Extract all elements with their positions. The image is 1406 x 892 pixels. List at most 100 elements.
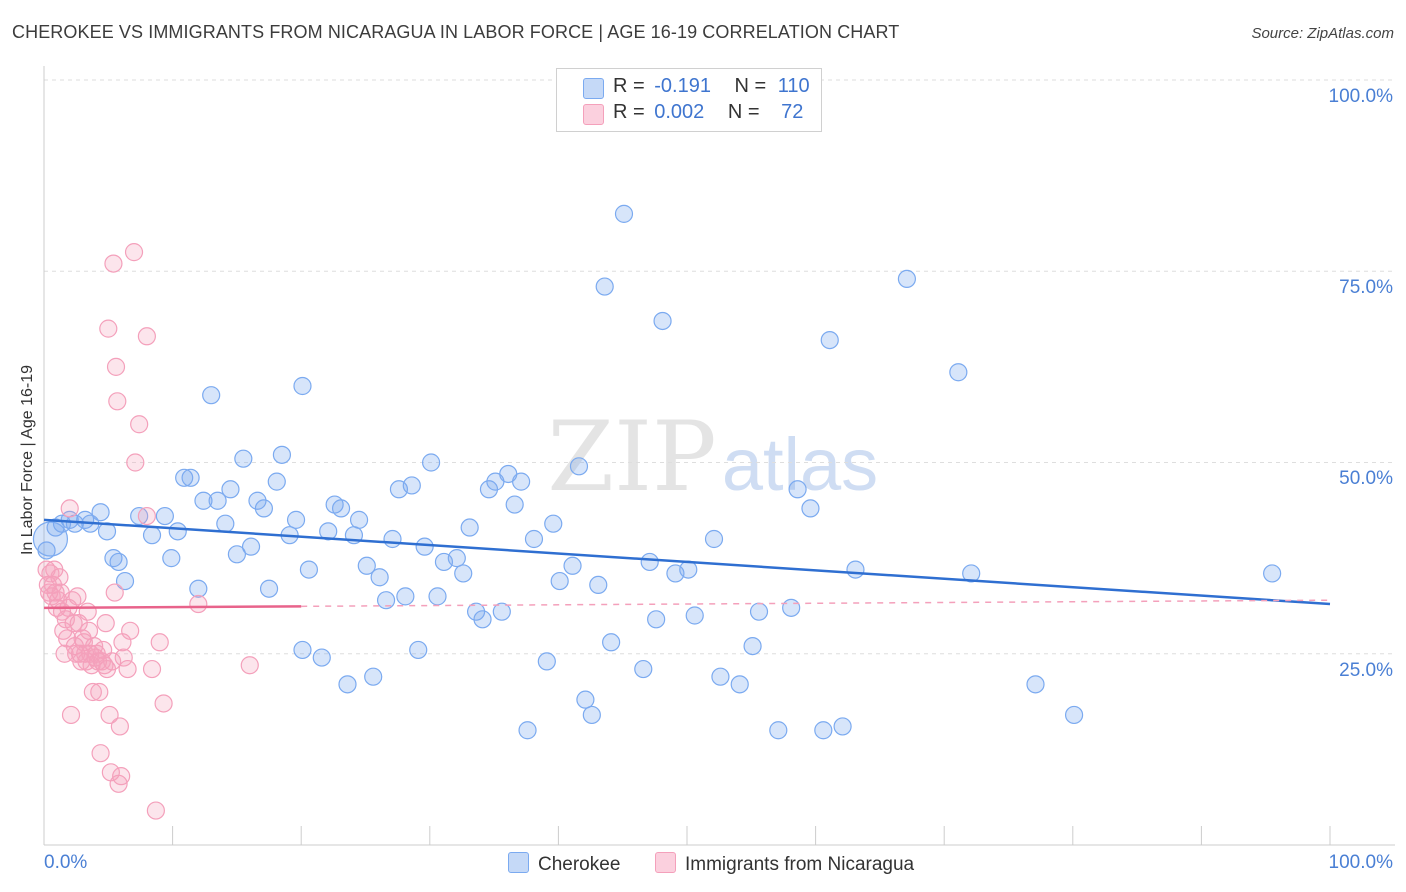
data-point-cherokee bbox=[1263, 564, 1282, 583]
data-point-cherokee bbox=[415, 537, 434, 556]
data-point-cherokee bbox=[286, 510, 306, 529]
data-point-nicaragua bbox=[91, 744, 110, 763]
chart-title: CHEROKEE VS IMMIGRANTS FROM NICARAGUA IN… bbox=[12, 22, 900, 42]
data-point-cherokee bbox=[749, 602, 769, 621]
data-point-cherokee bbox=[175, 468, 194, 487]
correlation-legend: R = -0.191 N = 110 R = 0.002 N = 72 bbox=[556, 68, 822, 132]
data-point-nicaragua bbox=[64, 614, 83, 633]
data-point-cherokee bbox=[1026, 675, 1045, 694]
data-point-nicaragua bbox=[154, 694, 173, 713]
data-point-nicaragua bbox=[68, 587, 87, 606]
data-point-cherokee bbox=[730, 675, 749, 694]
x-tick-label-100: 100.0% bbox=[1328, 852, 1393, 873]
legend-row-nicaragua: R = 0.002 N = 72 bbox=[613, 101, 803, 127]
data-point-nicaragua bbox=[50, 568, 69, 587]
data-point-cherokee bbox=[544, 514, 563, 533]
data-point-cherokee bbox=[614, 204, 634, 223]
data-point-cherokee bbox=[492, 602, 511, 621]
bottom-legend-nicaragua: Immigrants from Nicaragua bbox=[655, 852, 914, 876]
data-point-cherokee bbox=[130, 506, 149, 526]
data-point-cherokee bbox=[91, 503, 110, 522]
legend-n-label: N = bbox=[727, 101, 760, 123]
data-point-cherokee bbox=[743, 636, 762, 656]
data-point-cherokee bbox=[181, 468, 200, 487]
data-point-cherokee bbox=[32, 521, 69, 557]
bottom-legend-label-nicaragua: Immigrants from Nicaragua bbox=[685, 854, 915, 875]
data-point-cherokee bbox=[582, 705, 601, 725]
data-point-cherokee bbox=[370, 568, 389, 587]
data-point-cherokee bbox=[402, 476, 421, 495]
legend-row-cherokee: R = -0.191 N = 110 bbox=[613, 75, 810, 101]
data-point-cherokee bbox=[460, 518, 479, 537]
data-point-cherokee bbox=[602, 633, 621, 652]
bottom-legend-label-cherokee: Cherokee bbox=[538, 854, 621, 875]
bottom-legend-swatch-cherokee bbox=[508, 852, 529, 873]
data-point-cherokee bbox=[349, 510, 369, 529]
data-point-cherokee bbox=[704, 529, 724, 549]
data-point-cherokee bbox=[897, 269, 917, 288]
watermark-atlas: atlas bbox=[722, 423, 878, 506]
data-point-nicaragua bbox=[90, 682, 109, 702]
data-point-cherokee bbox=[357, 556, 376, 575]
x-tick-label-0: 0.0% bbox=[44, 852, 88, 873]
trend-line-nicaragua bbox=[43, 605, 302, 610]
data-point-nicaragua bbox=[130, 415, 149, 434]
data-point-cherokee bbox=[569, 457, 589, 476]
source-label: Source: ZipAtlas.com bbox=[1251, 25, 1394, 42]
data-point-nicaragua bbox=[146, 801, 165, 820]
data-point-cherokee bbox=[227, 545, 246, 564]
data-point-nicaragua bbox=[83, 682, 102, 702]
data-point-cherokee bbox=[595, 277, 614, 296]
data-point-cherokee bbox=[364, 667, 383, 686]
data-point-cherokee bbox=[949, 363, 968, 382]
legend-swatch-cherokee bbox=[583, 78, 604, 99]
trend-line-cherokee bbox=[43, 518, 1331, 606]
data-point-cherokee bbox=[518, 721, 537, 740]
data-point-cherokee bbox=[814, 721, 833, 740]
y-tick-label-50: 50.0% bbox=[1339, 468, 1393, 489]
data-point-cherokee bbox=[241, 537, 261, 556]
data-point-cherokee bbox=[312, 648, 331, 667]
data-point-nicaragua bbox=[114, 648, 133, 667]
data-point-nicaragua bbox=[112, 767, 131, 786]
data-point-cherokee bbox=[142, 526, 162, 545]
data-point-cherokee bbox=[653, 311, 672, 331]
data-points bbox=[32, 204, 1282, 820]
data-point-nicaragua bbox=[100, 705, 119, 725]
data-point-cherokee bbox=[512, 472, 531, 491]
data-point-cherokee bbox=[833, 717, 852, 736]
watermark-zip: ZIP bbox=[547, 401, 716, 513]
data-point-cherokee bbox=[234, 449, 253, 468]
grid bbox=[44, 79, 1395, 655]
data-point-cherokee bbox=[801, 499, 820, 518]
watermark: ZIP atlas bbox=[547, 401, 878, 513]
legend-r-value: -0.191 bbox=[654, 75, 711, 97]
data-point-cherokee bbox=[254, 499, 274, 518]
data-point-cherokee bbox=[421, 453, 441, 472]
data-point-cherokee bbox=[155, 506, 174, 526]
trend-line-nicaragua-extrapolated bbox=[301, 599, 1331, 608]
data-point-cherokee bbox=[505, 495, 524, 514]
data-point-cherokee bbox=[319, 522, 338, 541]
data-point-nicaragua bbox=[121, 621, 140, 640]
data-point-nicaragua bbox=[124, 243, 144, 262]
data-point-cherokee bbox=[711, 667, 730, 686]
data-point-cherokee bbox=[383, 529, 402, 549]
legend-n-label: N = bbox=[734, 75, 767, 97]
data-point-cherokee bbox=[162, 549, 181, 568]
data-point-cherokee bbox=[396, 587, 415, 606]
data-point-cherokee bbox=[550, 571, 569, 591]
data-point-nicaragua bbox=[103, 652, 122, 671]
data-point-cherokee bbox=[168, 522, 187, 541]
data-point-cherokee bbox=[115, 571, 135, 591]
data-point-cherokee bbox=[221, 480, 240, 499]
y-tick-label-75: 75.0% bbox=[1339, 277, 1393, 298]
data-point-cherokee bbox=[189, 579, 208, 598]
data-point-cherokee bbox=[537, 652, 556, 671]
data-point-nicaragua bbox=[240, 656, 259, 675]
data-point-cherokee bbox=[846, 560, 865, 579]
data-point-cherokee bbox=[634, 659, 653, 679]
data-point-cherokee bbox=[820, 331, 839, 350]
data-point-nicaragua bbox=[60, 499, 79, 518]
data-point-nicaragua bbox=[142, 659, 162, 679]
